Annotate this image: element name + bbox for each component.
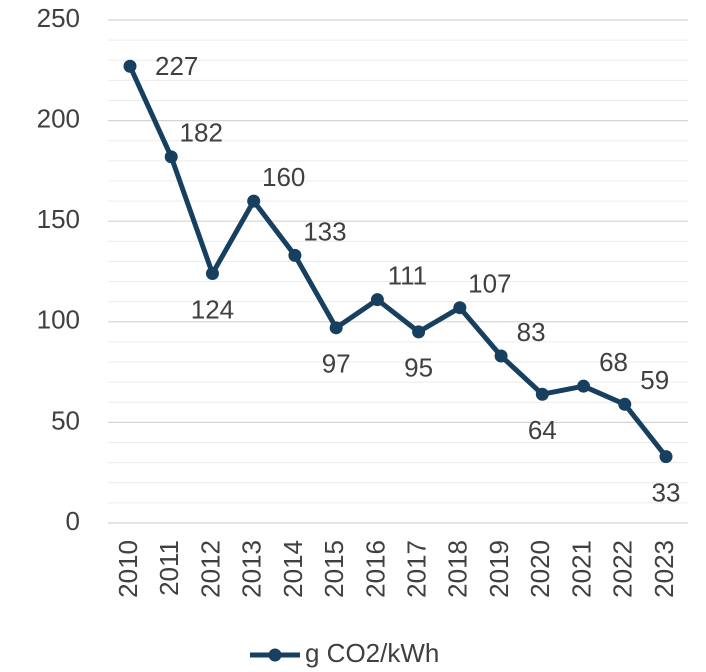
data-label: 97 [322, 349, 351, 379]
data-label: 133 [303, 216, 346, 246]
data-label: 95 [404, 353, 433, 383]
data-label: 33 [652, 477, 681, 507]
x-tick-label: 2022 [608, 540, 638, 598]
y-tick-label: 100 [37, 305, 80, 335]
x-tick-label: 2020 [525, 540, 555, 598]
legend-marker [268, 648, 282, 662]
x-tick-label: 2019 [484, 540, 514, 598]
y-tick-label: 0 [66, 506, 80, 536]
legend-label: g CO2/kWh [305, 638, 439, 668]
x-tick-label: 2018 [443, 540, 473, 598]
data-label: 111 [388, 261, 428, 291]
data-point [247, 194, 261, 208]
data-point [412, 325, 426, 339]
series-line [127, 65, 668, 459]
data-point [659, 450, 673, 464]
data-point [618, 397, 632, 411]
x-tick-label: 2011 [154, 540, 184, 596]
x-tick-label: 2013 [237, 540, 267, 598]
data-label: 59 [640, 365, 669, 395]
y-tick-label: 250 [37, 3, 80, 33]
x-tick-label: 2023 [649, 540, 679, 598]
data-point [535, 387, 549, 401]
data-point [329, 321, 343, 335]
x-tick-label: 2014 [278, 540, 308, 598]
x-tick-label: 2016 [360, 540, 390, 598]
data-point [288, 248, 302, 262]
data-point [577, 379, 591, 393]
y-tick-label: 50 [51, 405, 80, 435]
data-point [370, 293, 384, 307]
data-label: 160 [262, 162, 305, 192]
data-point [494, 349, 508, 363]
data-point [164, 150, 178, 164]
y-tick-label: 150 [37, 204, 80, 234]
data-label: 64 [528, 415, 557, 445]
data-point [205, 267, 219, 281]
y-tick-label: 200 [37, 103, 80, 133]
data-label: 68 [599, 347, 628, 377]
data-label: 107 [468, 269, 511, 299]
data-label: 83 [517, 317, 546, 347]
data-point [123, 59, 137, 73]
data-label: 182 [180, 118, 223, 148]
x-tick-label: 2015 [319, 540, 349, 598]
x-tick-label: 2010 [113, 540, 143, 598]
data-label: 227 [155, 51, 198, 81]
x-tick-label: 2021 [566, 540, 596, 598]
data-point [453, 301, 467, 315]
data-label: 124 [191, 294, 234, 324]
x-tick-label: 2012 [195, 540, 225, 598]
x-tick-label: 2017 [401, 540, 431, 598]
